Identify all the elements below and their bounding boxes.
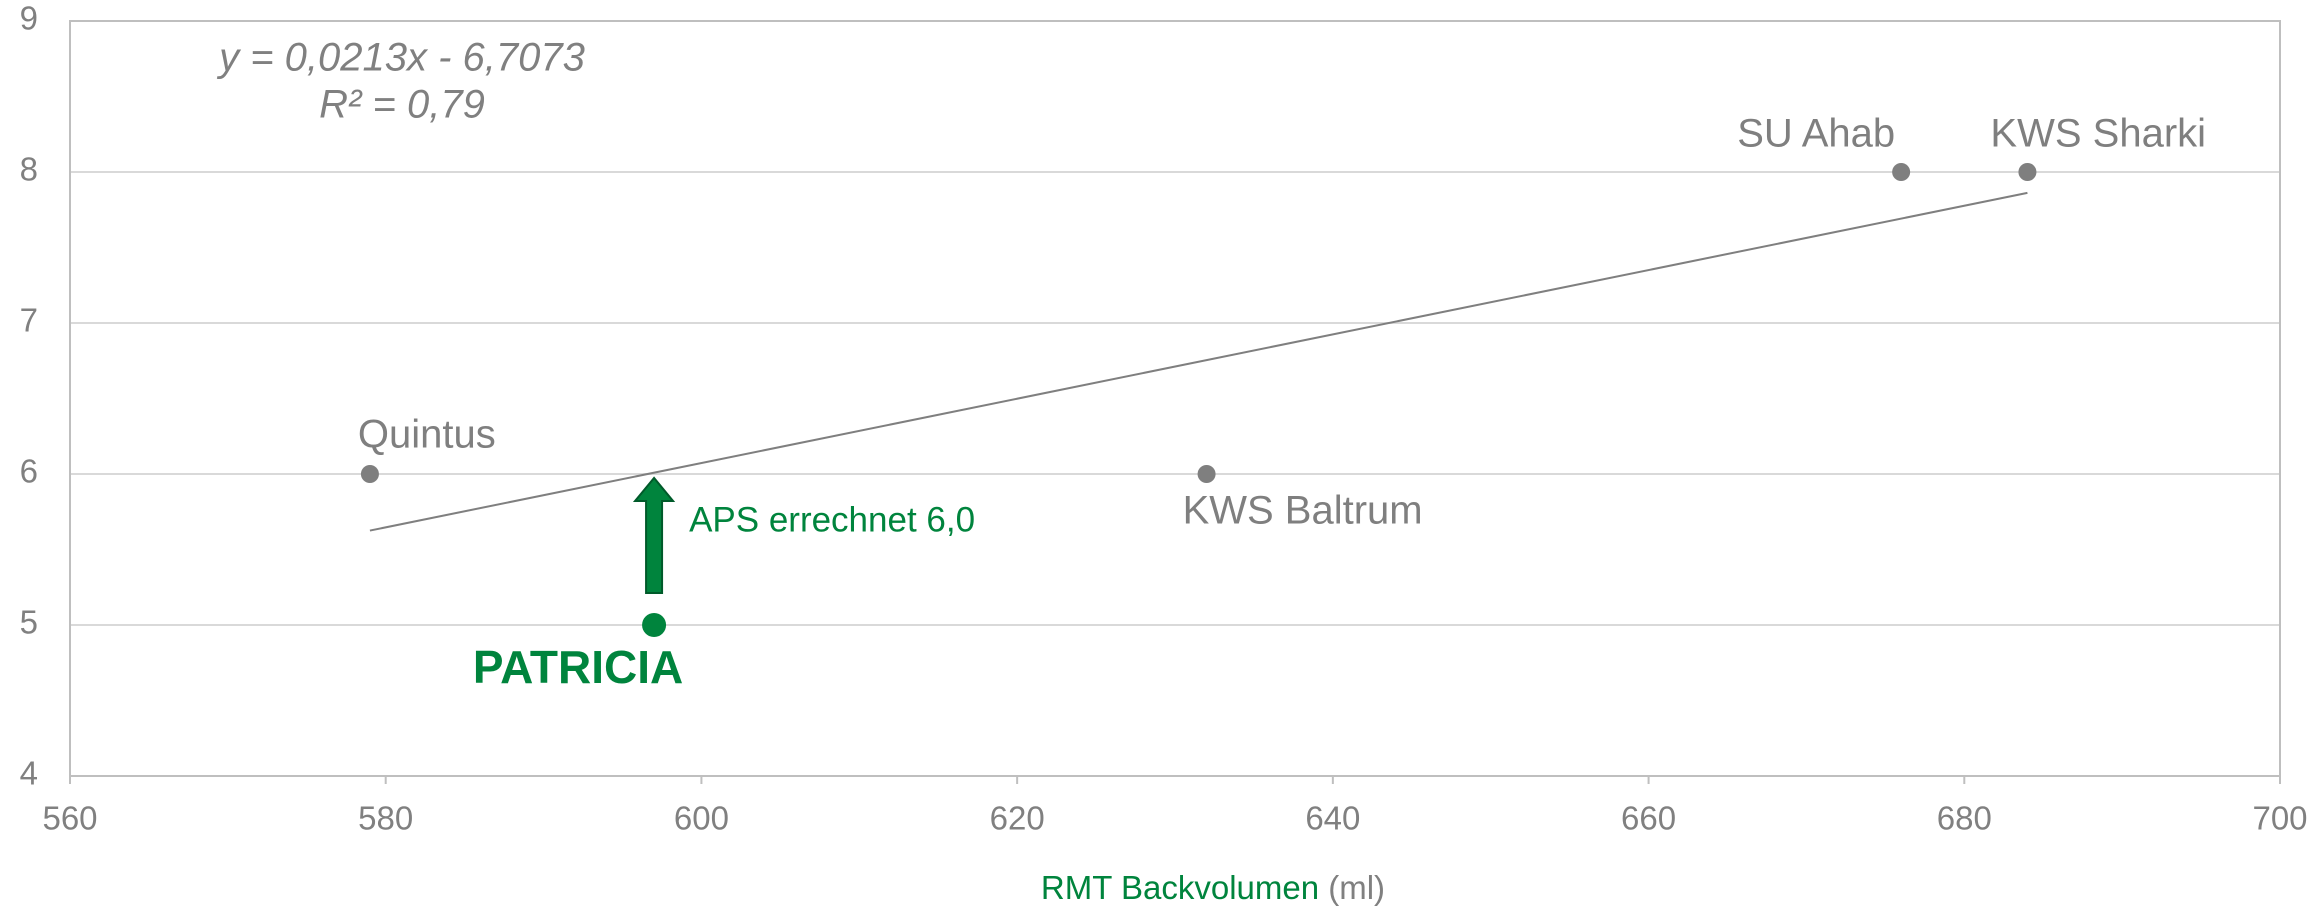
y-tick-label: 7 [20,302,38,339]
x-tick-label: 680 [1937,800,1992,837]
point [1892,163,1911,181]
x-tick-label: 620 [990,800,1045,837]
point [1197,465,1216,483]
point-label: KWS Baltrum [1183,489,1423,533]
trendline [369,191,2028,532]
x-axis-label: RMT Backvolumen (ml) [1041,869,1385,906]
x-tick-label: 600 [674,800,729,837]
y-tick-label: 9 [20,0,38,37]
x-tick-label: 700 [2252,800,2307,837]
point-label: PATRICIA [473,641,683,693]
trend-r2: R² = 0,79 [319,83,485,127]
y-tick-label: 8 [20,151,38,188]
x-tick-label: 580 [358,800,413,837]
plot-frame [69,20,2281,777]
x-tick-label: 660 [1621,800,1676,837]
y-tick-label: 4 [20,755,38,792]
y-tick-label: 5 [20,604,38,641]
point [642,613,667,637]
point-label: Quintus [358,413,496,457]
trend-equation: y = 0,0213x - 6,7073 [216,36,585,80]
x-tick-label: 560 [42,800,97,837]
x-axis-title: RMT Backvolumen [1041,869,1319,906]
point [360,465,379,483]
point-label: SU Ahab [1737,112,1895,156]
point-label: KWS Sharki [1990,112,2206,156]
annotation-label: APS errechnet 6,0 [689,500,975,539]
x-axis-unit: (ml) [1328,869,1385,906]
annotation-arrow [632,476,676,594]
y-tick-label: 6 [20,453,38,490]
x-tick-label: 640 [1305,800,1360,837]
point [2018,163,2037,181]
